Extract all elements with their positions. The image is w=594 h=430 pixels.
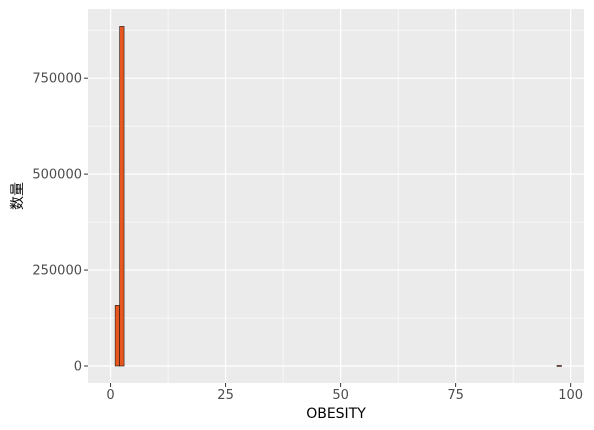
- histogram-bar: [556, 365, 562, 367]
- x-axis: 0 25 50 75 100: [106, 383, 583, 403]
- x-tick-label: 0: [106, 388, 114, 403]
- panel-background: [88, 9, 584, 383]
- histogram-bar: [119, 26, 125, 367]
- grid-minor: [88, 9, 584, 383]
- y-tick-label: 500000: [32, 168, 82, 183]
- x-tick-label: 25: [217, 388, 234, 403]
- histogram-bar: [114, 305, 120, 367]
- y-tick-label: 250000: [32, 264, 82, 279]
- y-axis: 0 250000 500000 750000: [32, 72, 88, 375]
- x-tick-label: 100: [558, 388, 583, 403]
- x-tick-label: 75: [447, 388, 464, 403]
- x-tick-label: 50: [332, 388, 349, 403]
- y-axis-title: 数量: [10, 182, 26, 210]
- x-axis-title: OBESITY: [306, 406, 366, 422]
- bars-layer: [114, 26, 562, 367]
- grid-major: [88, 9, 584, 383]
- y-tick-label: 750000: [32, 72, 82, 87]
- y-tick-label: 0: [74, 360, 82, 375]
